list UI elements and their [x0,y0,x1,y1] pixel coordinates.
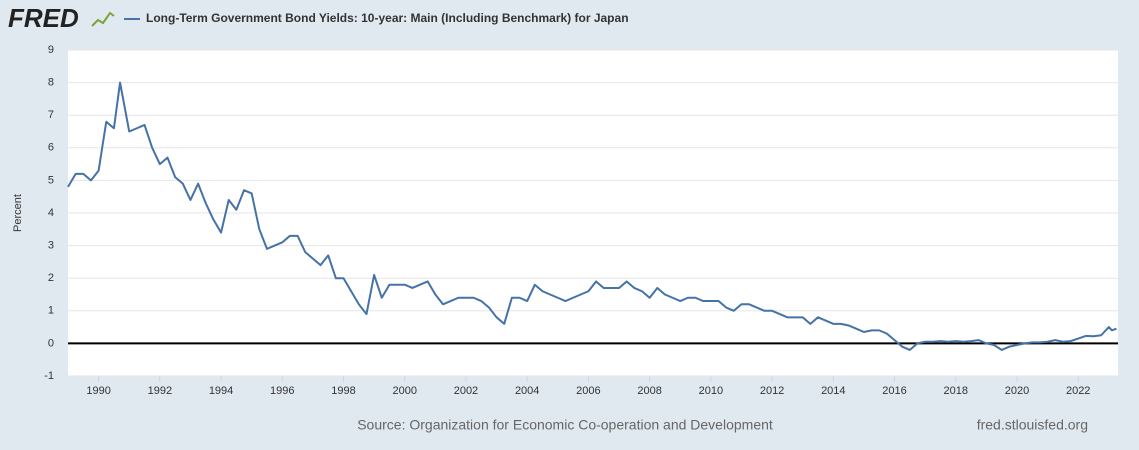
x-tick-label: 2016 [882,385,906,397]
y-tick-label: -1 [44,370,54,382]
legend-label: Long-Term Government Bond Yields: 10-yea… [146,11,629,25]
x-tick-label: 2000 [392,385,416,397]
logo-icon [91,11,115,27]
y-axis-label: Percent [12,194,24,232]
site-url[interactable]: fred.stlouisfed.org [977,417,1088,433]
x-tick-label: 2014 [821,385,845,397]
x-tick-label: 1996 [270,385,294,397]
source: Source: Organization for Economic Co-ope… [357,417,773,433]
x-tick-label: 1990 [86,385,110,397]
y-tick-label: 7 [48,109,54,121]
y-tick-label: 1 [48,305,54,317]
x-tick-label: 2006 [576,385,600,397]
x-tick-label: 2004 [515,385,539,397]
y-tick-label: 5 [48,174,54,186]
y-tick-label: 6 [48,142,54,154]
y-tick-label: 8 [48,77,54,89]
x-tick-label: 2018 [944,385,968,397]
y-tick-label: 9 [48,44,54,56]
y-tick-label: 2 [48,272,54,284]
x-tick-label: 1998 [331,385,355,397]
y-tick-label: 4 [48,207,54,219]
y-tick-label: 0 [48,337,54,349]
data-line [67,81,1117,351]
logo[interactable]: FRED [8,3,79,33]
x-tick-label: 2008 [637,385,661,397]
x-tick-label: 2012 [760,385,784,397]
x-tick-label: 2002 [454,385,478,397]
x-tick-label: 2020 [1005,385,1029,397]
x-tick-label: 2022 [1066,385,1090,397]
x-tick-label: 2010 [699,385,723,397]
x-tick-label: 1994 [209,385,233,397]
y-tick-label: 3 [48,240,54,252]
x-tick-label: 1992 [148,385,172,397]
